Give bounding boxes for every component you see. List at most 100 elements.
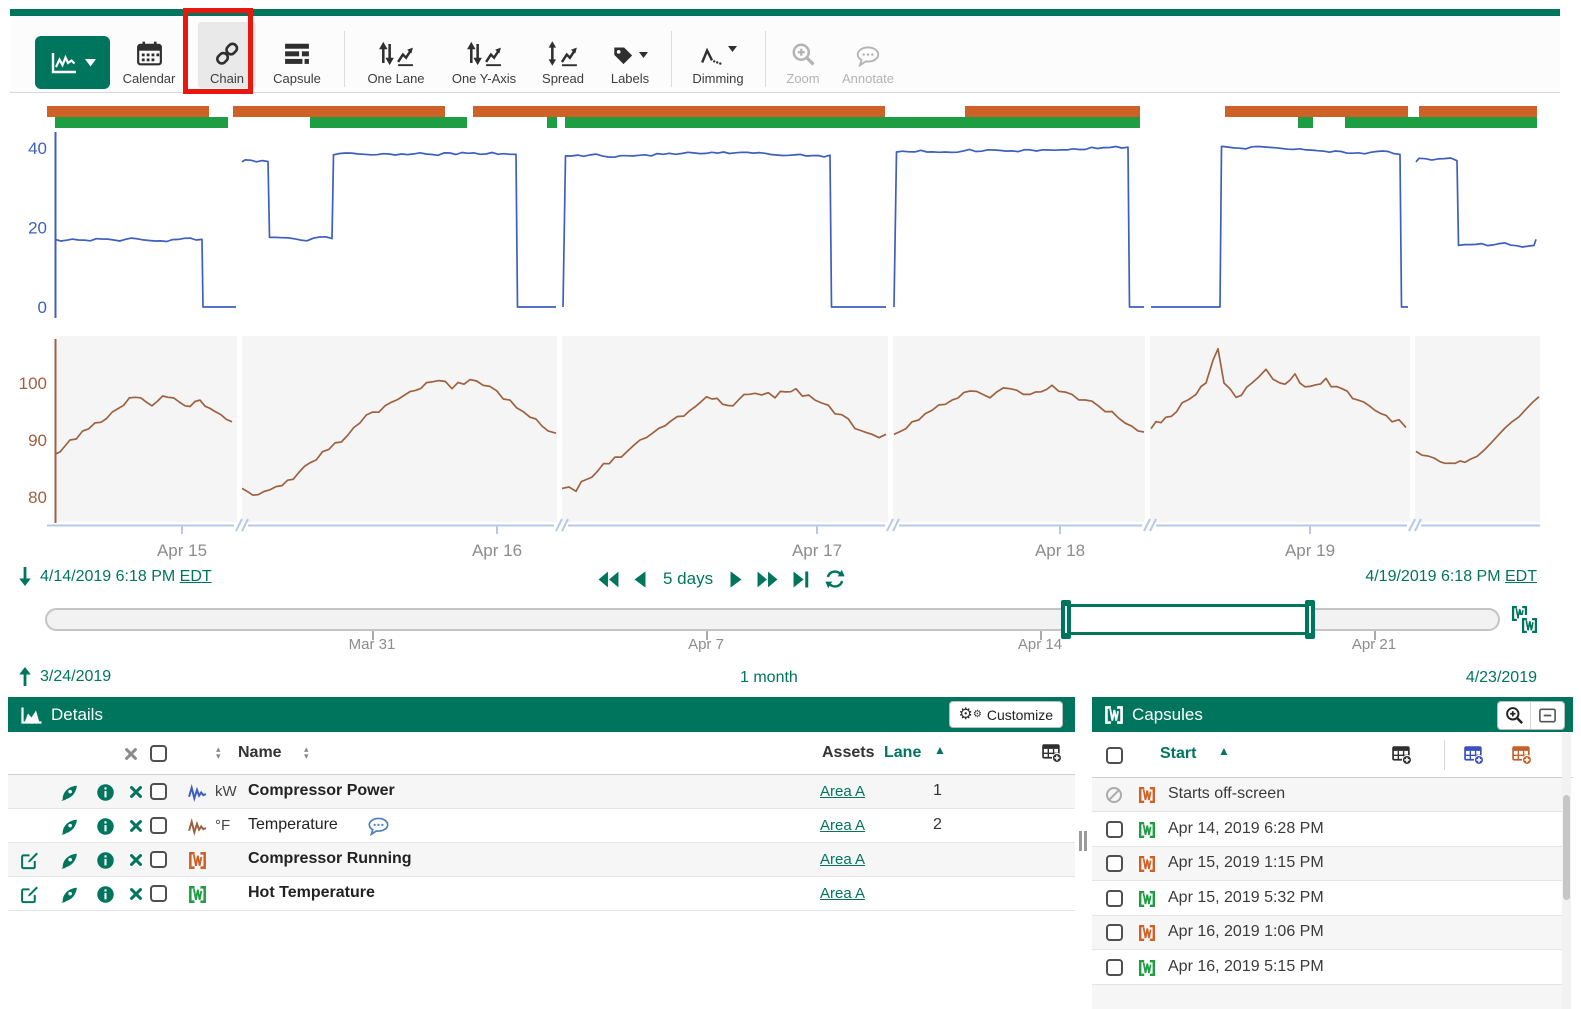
capsule-checkbox[interactable] (1106, 959, 1123, 976)
capsule-row[interactable]: Apr 15, 2019 5:32 PM (1092, 881, 1562, 916)
toolbar-button-dimming[interactable]: Dimming (684, 22, 752, 88)
row-checkbox[interactable] (150, 783, 167, 800)
details-row-compressor-running[interactable]: Compressor Running Area A (8, 843, 1075, 877)
toolbar-button-one-lane[interactable]: One Lane (360, 22, 432, 88)
asset-link[interactable]: Area A (820, 783, 866, 800)
edit-condition-icon[interactable] (20, 885, 39, 904)
step-back-icon[interactable] (634, 570, 646, 588)
toolbar-button-chain[interactable]: Chain (198, 22, 256, 88)
capsule-row[interactable]: Starts off-screen (1092, 778, 1562, 812)
capsule-checkbox[interactable] (1106, 890, 1123, 907)
item-name[interactable]: Hot Temperature (248, 884, 375, 901)
investigate-range-end-text[interactable]: 4/23/2019 (1465, 669, 1537, 686)
column-header-name[interactable]: Name (238, 744, 282, 761)
capsule-row[interactable]: Apr 16, 2019 5:15 PM (1092, 950, 1562, 985)
customize-button[interactable]: ⚙⚙ Customize (948, 701, 1063, 728)
add-signal-column-icon[interactable] (1464, 745, 1484, 765)
comment-bubble-icon[interactable] (368, 817, 389, 836)
details-row-hot-temperature[interactable]: Hot Temperature Area A (8, 877, 1075, 911)
edit-condition-icon[interactable] (20, 851, 39, 870)
item-name[interactable]: Compressor Power (248, 782, 395, 799)
item-name[interactable]: Temperature (248, 816, 338, 833)
refresh-icon[interactable] (824, 569, 846, 589)
toolbar-label-one-y-axis: One Y-Axis (451, 71, 517, 86)
capsule-row[interactable]: Apr 16, 2019 1:06 PM (1092, 916, 1562, 950)
trend-rocket-icon[interactable] (60, 783, 79, 802)
trend-rocket-icon[interactable] (60, 885, 79, 904)
toolbar-button-one-y-axis[interactable]: One Y-Axis (444, 22, 524, 88)
toolbar-top-accent (10, 9, 1560, 16)
display-range-end-timezone[interactable]: EDT (1505, 568, 1537, 585)
duration-label[interactable]: 5 days (663, 569, 714, 588)
trend-rocket-icon[interactable] (60, 817, 79, 836)
column-header-start[interactable]: Start (1160, 745, 1197, 762)
investigate-range-duration[interactable]: 1 month (740, 669, 798, 686)
capsule-checkbox[interactable] (1106, 855, 1123, 872)
capsule-checkbox[interactable] (1106, 821, 1123, 838)
column-header-assets[interactable]: Assets (822, 744, 875, 761)
display-range-start[interactable]: 4/14/2019 6:18 PM EDT (18, 566, 212, 587)
investigate-range-start[interactable]: 3/24/2019 (18, 666, 111, 687)
sort-ascending-icon[interactable]: ▲ (1218, 744, 1230, 758)
display-range-end[interactable]: 4/19/2019 6:18 PM EDT (1365, 568, 1537, 586)
capsules-scrollbar[interactable] (1562, 733, 1571, 1009)
item-info-icon[interactable] (96, 851, 115, 870)
display-range-selector[interactable] (1068, 604, 1312, 635)
remove-item-icon[interactable] (128, 886, 144, 902)
trend-chart[interactable]: 40 20 0 100 90 80 Apr 15 Apr 16 Apr 17 Apr 18 Apr … (0, 0, 1581, 600)
asset-link[interactable]: Area A (820, 885, 866, 902)
trend-view-button[interactable] (35, 36, 110, 89)
details-panel-header: Details ⚙⚙ Customize (8, 697, 1075, 732)
selector-right-handle[interactable] (1305, 600, 1315, 639)
step-to-end-icon[interactable] (793, 571, 809, 588)
add-column-icon[interactable] (1392, 745, 1412, 765)
step-back-much-icon[interactable] (598, 571, 619, 588)
trend-rocket-icon[interactable] (60, 851, 79, 870)
sort-icon[interactable]: ▴ ▾ (304, 744, 309, 761)
collapse-panel-button[interactable] (1531, 702, 1564, 729)
row-checkbox[interactable] (150, 817, 167, 834)
add-column-icon[interactable] (1042, 743, 1062, 763)
capsule-time-toggle[interactable] (1511, 605, 1539, 635)
sort-icon[interactable]: ▴ ▾ (216, 744, 221, 761)
capsule-row[interactable]: Apr 14, 2019 6:28 PM (1092, 812, 1562, 847)
toolbar: Calendar Chain Capsule (10, 9, 1560, 93)
toolbar-button-labels[interactable]: Labels (602, 22, 658, 88)
item-info-icon[interactable] (96, 817, 115, 836)
toolbar-button-capsule[interactable]: Capsule (265, 22, 329, 88)
timebar-tick-label: Apr 21 (1351, 636, 1397, 653)
asset-link[interactable]: Area A (820, 851, 866, 868)
selector-left-handle[interactable] (1061, 600, 1071, 639)
capsule-icon-green (1138, 890, 1156, 908)
sort-ascending-icon[interactable]: ▲ (934, 743, 946, 757)
toolbar-button-spread[interactable]: Spread (534, 22, 592, 88)
panel-resize-handle[interactable] (1079, 831, 1088, 851)
zoom-to-capsule-button[interactable] (1498, 702, 1531, 729)
select-all-capsules-checkbox[interactable] (1106, 747, 1123, 764)
display-range-start-timezone[interactable]: EDT (179, 567, 212, 585)
row-checkbox[interactable] (150, 851, 167, 868)
remove-item-icon[interactable] (128, 818, 144, 834)
spread-icon (548, 41, 577, 67)
item-info-icon[interactable] (96, 783, 115, 802)
select-all-checkbox[interactable] (150, 745, 167, 762)
scrollbar-thumb[interactable] (1563, 795, 1570, 900)
item-info-icon[interactable] (96, 885, 115, 904)
column-header-lane[interactable]: Lane (884, 744, 922, 761)
row-checkbox[interactable] (150, 885, 167, 902)
add-condition-column-icon[interactable] (1512, 745, 1532, 765)
capsule-start: Apr 14, 2019 6:28 PM (1168, 820, 1324, 837)
details-row-temperature[interactable]: °F Temperature Area A 2 (8, 809, 1075, 843)
remove-item-icon[interactable] (128, 784, 144, 800)
capsule-icon-green (1138, 821, 1156, 839)
remove-item-icon[interactable] (128, 852, 144, 868)
step-forward-much-icon[interactable] (757, 571, 778, 588)
item-name[interactable]: Compressor Running (248, 850, 412, 867)
asset-link[interactable]: Area A (820, 817, 866, 834)
capsule-checkbox[interactable] (1106, 924, 1123, 941)
toolbar-button-calendar[interactable]: Calendar (118, 22, 180, 88)
remove-all-icon[interactable] (123, 746, 139, 762)
capsule-row[interactable]: Apr 15, 2019 1:15 PM (1092, 847, 1562, 881)
details-row-compressor-power[interactable]: kW Compressor Power Area A 1 (8, 775, 1075, 809)
step-forward-icon[interactable] (730, 570, 742, 588)
